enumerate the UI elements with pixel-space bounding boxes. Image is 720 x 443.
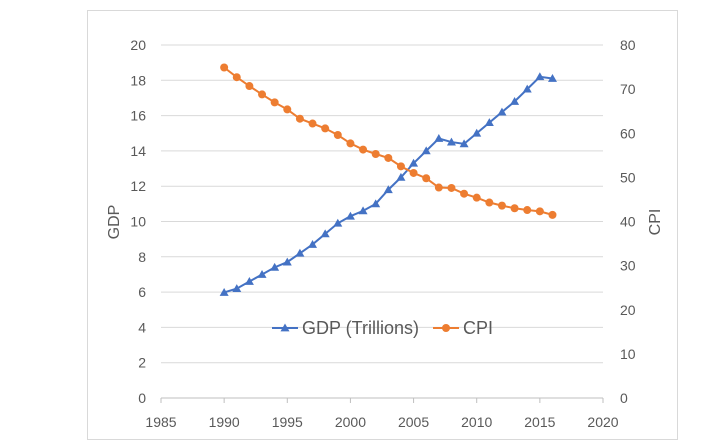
gdp-data-point [270, 262, 280, 271]
gdp-series-line [223, 75, 553, 294]
cpi-data-point [346, 139, 355, 148]
y2-axis-ticks: 0 10 20 30 40 50 60 70 80 [620, 37, 636, 406]
gdp-data-point [409, 158, 419, 167]
y2-tick-label: 30 [620, 258, 636, 274]
gridlines [161, 44, 603, 399]
gdp-data-point [396, 172, 406, 181]
cpi-data-point [359, 145, 368, 154]
y-tick-label: 14 [130, 143, 146, 159]
y-tick-label: 4 [138, 319, 146, 335]
y-axis-ticks: 0 2 4 6 8 10 12 14 16 18 20 [130, 37, 146, 406]
gdp-data-point [333, 218, 343, 227]
gdp-data-point [308, 239, 318, 248]
y-tick-label: 6 [138, 284, 146, 300]
cpi-data-point [422, 174, 431, 183]
cpi-data-point [434, 183, 443, 192]
legend-label-gdp: GDP (Trillions) [302, 318, 419, 338]
cpi-data-point [321, 124, 330, 133]
y2-axis-title: CPI [647, 209, 664, 236]
y-tick-label: 12 [130, 178, 146, 194]
gdp-data-point [510, 96, 520, 105]
cpi-data-point [384, 153, 393, 162]
x-tick-label: 1990 [209, 414, 240, 430]
cpi-data-point [270, 98, 279, 107]
y2-tick-label: 70 [620, 81, 636, 97]
x-tick-label: 2005 [398, 414, 429, 430]
gdp-data-point [219, 287, 229, 296]
gdp-data-point [459, 139, 469, 148]
cpi-data-point [535, 207, 544, 216]
y-tick-label: 0 [138, 390, 146, 406]
legend-marker-cpi [442, 324, 451, 332]
gdp-data-point [295, 248, 305, 257]
gdp-data-point [320, 229, 330, 238]
cpi-data-point [220, 63, 229, 72]
cpi-data-point [409, 168, 418, 177]
y-tick-label: 16 [130, 108, 146, 124]
cpi-data-point [548, 210, 557, 219]
y-tick-label: 10 [130, 214, 146, 230]
y2-tick-label: 10 [620, 346, 636, 362]
gdp-data-point [244, 277, 254, 285]
y-tick-label: 20 [130, 37, 146, 53]
y-tick-label: 2 [138, 355, 146, 371]
legend: GDP (Trillions) CPI [272, 318, 493, 338]
legend-label-cpi: CPI [463, 318, 493, 338]
x-axis-ticks: 1985 1990 1995 2000 2005 2010 2015 2020 [145, 398, 619, 430]
gdp-data-point [497, 107, 507, 116]
gdp-data-point [421, 146, 431, 155]
gdp-data-point [484, 118, 494, 127]
y2-tick-label: 0 [620, 390, 628, 406]
cpi-data-point [472, 193, 481, 202]
y-axis-title: GDP [106, 205, 123, 240]
y2-tick-label: 40 [620, 214, 636, 230]
cpi-data-point [283, 105, 292, 114]
gdp-data-point [535, 72, 545, 81]
legend-marker-gdp [280, 323, 290, 332]
gdp-data-point [358, 206, 368, 215]
y2-tick-label: 80 [620, 37, 636, 53]
series-layer [219, 63, 557, 296]
x-tick-label: 2000 [335, 414, 366, 430]
x-tick-label: 1985 [145, 414, 176, 430]
gdp-data-point [232, 284, 242, 292]
cpi-data-point [232, 73, 241, 82]
y-tick-label: 18 [130, 72, 146, 88]
cpi-data-point [396, 162, 405, 171]
x-tick-label: 2020 [587, 414, 618, 430]
cpi-data-point [308, 119, 317, 128]
cpi-data-point [497, 201, 506, 210]
gdp-data-point [472, 128, 482, 137]
y2-tick-label: 60 [620, 125, 636, 141]
gdp-data-point [446, 137, 456, 146]
gdp-data-point [282, 257, 292, 266]
cpi-data-point [333, 131, 342, 140]
cpi-data-point [371, 149, 380, 158]
cpi-data-point [295, 114, 304, 123]
gdp-data-point [257, 269, 267, 278]
x-tick-label: 1995 [272, 414, 303, 430]
gdp-data-point [345, 211, 355, 220]
x-tick-label: 2010 [461, 414, 492, 430]
cpi-data-point [245, 82, 254, 91]
cpi-data-point [460, 189, 469, 198]
cpi-data-point [523, 206, 532, 215]
gdp-data-point [547, 74, 557, 82]
chart-frame [87, 10, 678, 440]
cpi-data-point [447, 183, 456, 192]
y-tick-label: 8 [138, 249, 146, 265]
gdp-data-point [522, 84, 532, 93]
x-tick-label: 2015 [524, 414, 555, 430]
cpi-data-point [510, 204, 519, 213]
gdp-data-point [371, 199, 381, 208]
y2-tick-label: 20 [620, 302, 636, 318]
cpi-data-point [258, 90, 267, 99]
cpi-data-point [485, 198, 494, 207]
gdp-data-point [434, 134, 444, 142]
gdp-data-point [383, 185, 393, 194]
y2-tick-label: 50 [620, 169, 636, 185]
